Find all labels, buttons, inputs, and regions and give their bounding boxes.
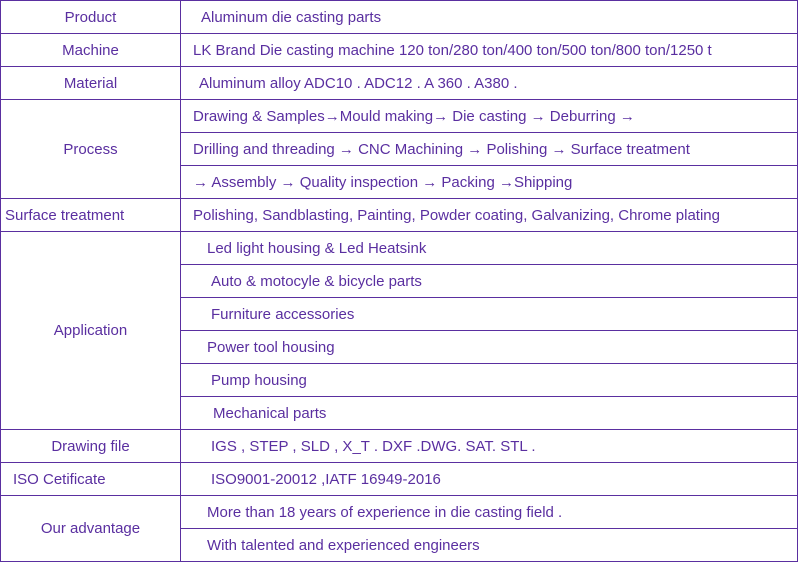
row-label-iso: ISO Cetificate: [1, 463, 181, 496]
spec-table: Product Aluminum die casting parts Machi…: [0, 0, 798, 562]
row-label-advantage: Our advantage: [1, 496, 181, 562]
row-label-surface: Surface treatment: [1, 199, 181, 232]
row-value-process-2: → Assembly → Quality inspection → Packin…: [181, 166, 798, 199]
row-value-machine: LK Brand Die casting machine 120 ton/280…: [181, 34, 798, 67]
row-value-iso: ISO9001-20012 ,IATF 16949-2016: [181, 463, 798, 496]
table-row: Product Aluminum die casting parts: [1, 1, 798, 34]
row-value-process-1: Drilling and threading → CNC Machining →…: [181, 133, 798, 166]
row-label-material: Material: [1, 67, 181, 100]
row-value-app-0: Led light housing & Led Heatsink: [181, 232, 798, 265]
row-value-drawing: IGS , STEP , SLD , X_T . DXF .DWG. SAT. …: [181, 430, 798, 463]
table-row: Process Drawing & Samples→Mould making→ …: [1, 100, 798, 133]
row-label-application: Application: [1, 232, 181, 430]
row-value-adv-0: More than 18 years of experience in die …: [181, 496, 798, 529]
row-value-app-2: Furniture accessories: [181, 298, 798, 331]
row-label-process: Process: [1, 100, 181, 199]
row-value-surface: Polishing, Sandblasting, Painting, Powde…: [181, 199, 798, 232]
row-value-material: Aluminum alloy ADC10 . ADC12 . A 360 . A…: [181, 67, 798, 100]
row-value-adv-1: With talented and experienced engineers: [181, 529, 798, 562]
table-row: Our advantage More than 18 years of expe…: [1, 496, 798, 529]
row-value-process-0: Drawing & Samples→Mould making→ Die cast…: [181, 100, 798, 133]
table-row: Application Led light housing & Led Heat…: [1, 232, 798, 265]
row-label-product: Product: [1, 1, 181, 34]
row-value-product: Aluminum die casting parts: [181, 1, 798, 34]
table-row: Surface treatment Polishing, Sandblastin…: [1, 199, 798, 232]
row-value-app-3: Power tool housing: [181, 331, 798, 364]
row-label-machine: Machine: [1, 34, 181, 67]
table-row: Drawing file IGS , STEP , SLD , X_T . DX…: [1, 430, 798, 463]
row-value-app-5: Mechanical parts: [181, 397, 798, 430]
row-value-app-4: Pump housing: [181, 364, 798, 397]
table-row: Machine LK Brand Die casting machine 120…: [1, 34, 798, 67]
table-row: Material Aluminum alloy ADC10 . ADC12 . …: [1, 67, 798, 100]
row-value-app-1: Auto & motocyle & bicycle parts: [181, 265, 798, 298]
row-label-drawing: Drawing file: [1, 430, 181, 463]
table-row: ISO Cetificate ISO9001-20012 ,IATF 16949…: [1, 463, 798, 496]
